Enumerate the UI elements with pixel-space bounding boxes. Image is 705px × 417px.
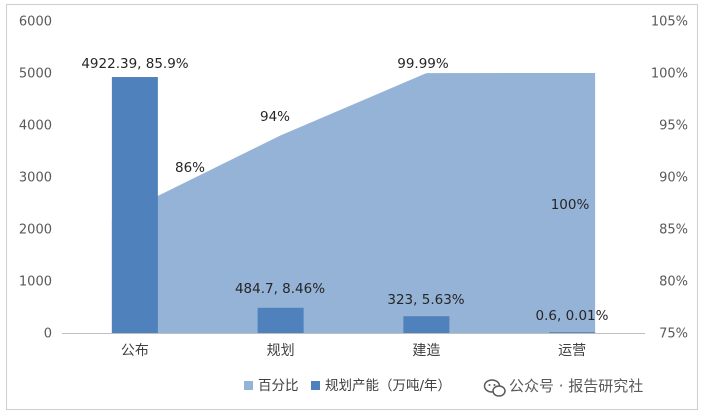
bar-capacity-1	[111, 77, 158, 333]
area-series-percentage	[111, 73, 596, 333]
bar-capacity-3	[403, 316, 450, 333]
y-left-tick-label: 0	[44, 327, 52, 342]
legend-swatch-percentage	[244, 381, 253, 390]
bar-data-label: 484.7, 8.46%	[235, 281, 325, 297]
y-right-tick-label: 85%	[659, 223, 688, 238]
y-left-tick-label: 2000	[19, 223, 52, 238]
y-left-tick-label: 1000	[19, 275, 52, 290]
area-data-label: 94%	[260, 109, 290, 125]
area-data-label: 99.99%	[397, 56, 449, 72]
area-data-label: 100%	[551, 197, 590, 213]
x-category-label: 运营	[558, 343, 586, 359]
legend-label-percentage: 百分比	[258, 378, 299, 394]
bar-capacity-4	[549, 332, 596, 333]
area-data-label: 86%	[175, 160, 205, 176]
y-right-tick-label: 105%	[651, 15, 688, 30]
bar-capacity-2	[257, 307, 304, 333]
y-right-tick-label: 100%	[651, 67, 688, 82]
y-left-tick-label: 5000	[19, 67, 52, 82]
wechat-icon	[483, 379, 506, 397]
x-category-label: 规划	[267, 343, 295, 359]
y-left-tick-label: 3000	[19, 171, 52, 186]
y-right-tick-label: 90%	[659, 171, 688, 186]
x-category-label: 公布	[121, 343, 149, 359]
y-left-tick-label: 4000	[19, 119, 52, 134]
legend-swatch-capacity	[311, 381, 320, 390]
legend-label-capacity: 规划产能（万吨/年）	[325, 378, 451, 394]
watermark-text: 公众号 · 报告研究社	[509, 377, 643, 395]
bar-data-label: 323, 5.63%	[387, 292, 464, 308]
y-left-tick-label: 6000	[19, 15, 52, 30]
bar-data-label: 4922.39, 85.9%	[81, 56, 188, 72]
y-right-tick-label: 80%	[659, 275, 688, 290]
bar-data-label: 0.6, 0.01%	[536, 308, 609, 324]
x-category-label: 建造	[412, 343, 440, 359]
y-right-tick-label: 75%	[659, 327, 688, 342]
y-right-tick-label: 95%	[659, 119, 688, 134]
chart-frame	[6, 4, 698, 410]
